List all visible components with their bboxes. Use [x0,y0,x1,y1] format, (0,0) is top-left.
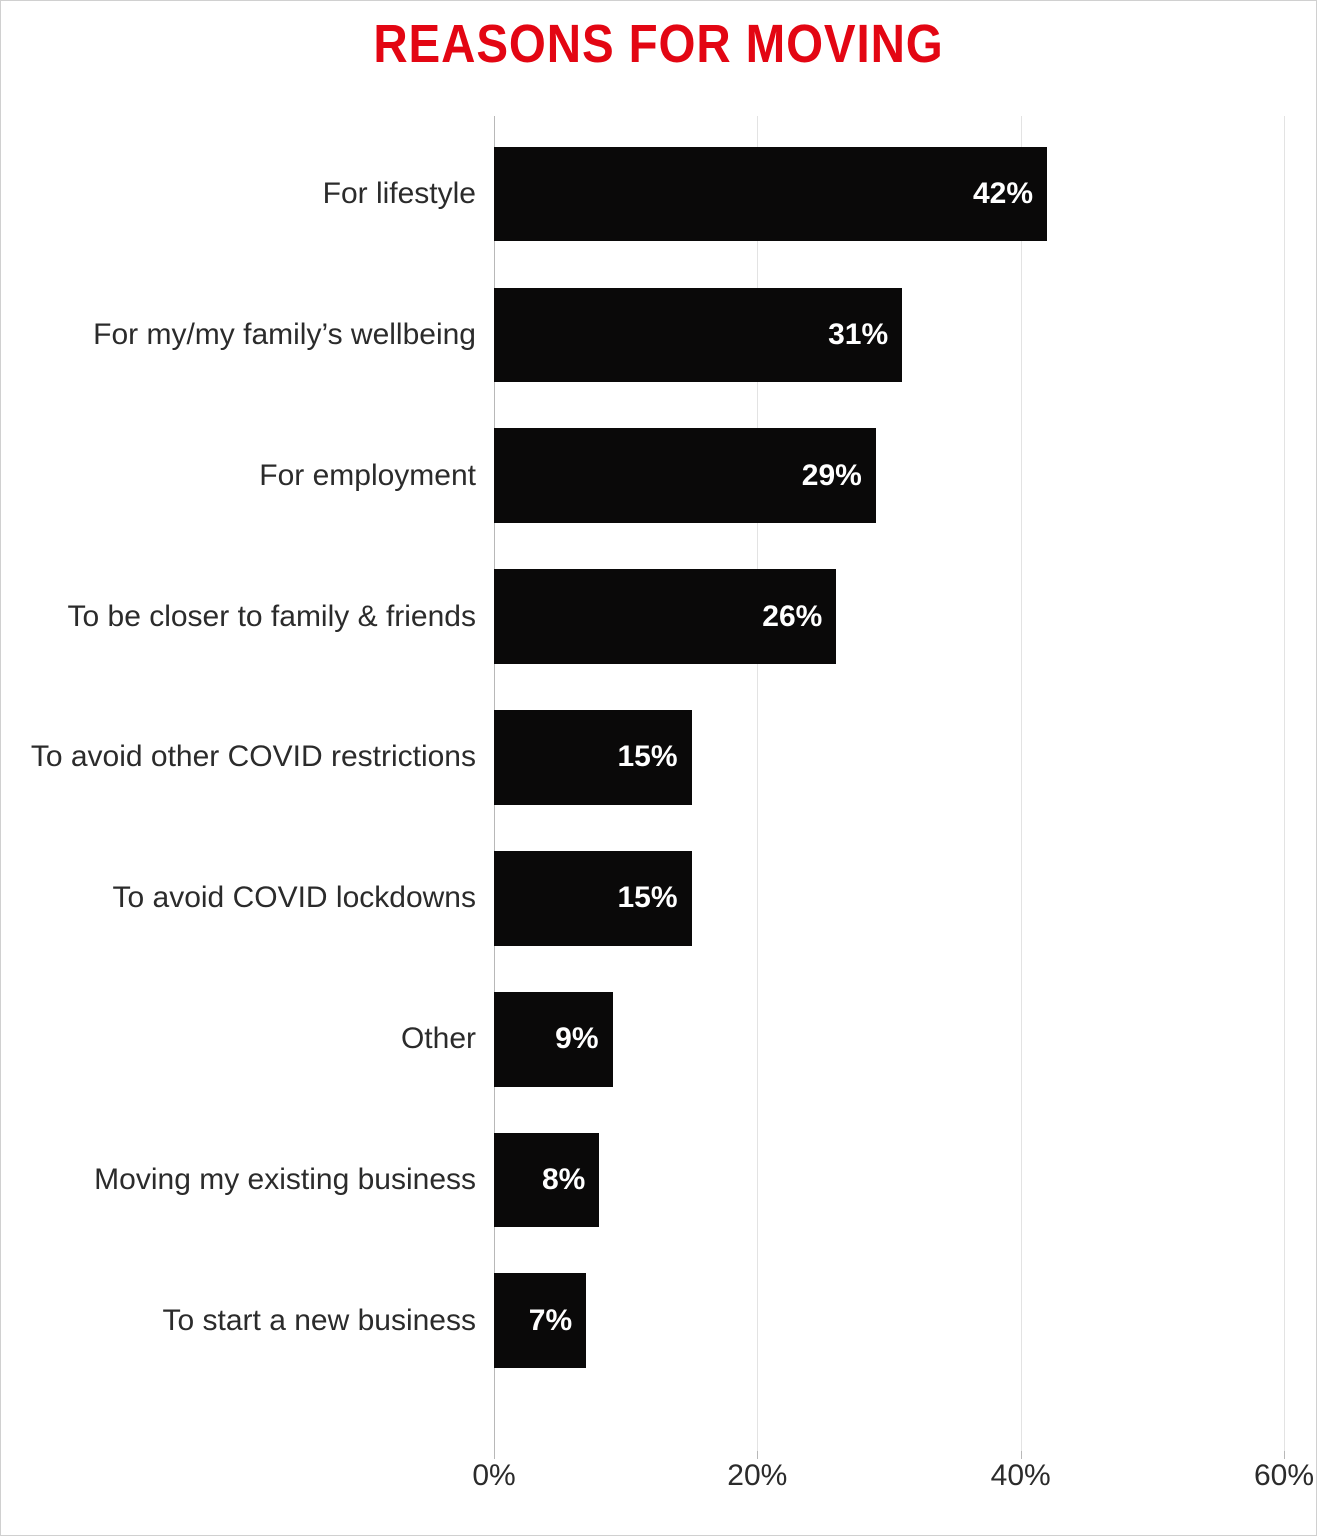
bar: 9% [494,992,613,1087]
category-label: For my/my family’s wellbeing [93,318,494,352]
category-label: To start a new business [163,1304,495,1338]
x-tick-label: 0% [472,1451,515,1493]
chart-container: REASONS FOR MOVING 0%20%40%60%For lifest… [0,0,1317,1536]
bar: 29% [494,428,876,523]
bar-row: Other9% [494,992,1284,1087]
bar-row: Moving my existing business8% [494,1133,1284,1228]
category-label: To avoid other COVID restrictions [31,740,494,774]
bar-value-label: 31% [828,318,902,352]
bar-value-label: 8% [542,1163,599,1197]
bar: 15% [494,851,692,946]
bar: 31% [494,288,902,383]
bar: 8% [494,1133,599,1228]
bar-value-label: 9% [555,1022,612,1056]
bar-row: For employment29% [494,428,1284,523]
bar-value-label: 26% [762,600,836,634]
category-label: Other [401,1022,494,1056]
bar: 7% [494,1273,586,1368]
bar-value-label: 15% [617,740,691,774]
bar: 26% [494,569,836,664]
chart-title: REASONS FOR MOVING [80,1,1237,75]
category-label: Moving my existing business [94,1163,494,1197]
x-tick-label: 40% [991,1451,1051,1493]
category-label: For lifestyle [323,177,494,211]
bar: 42% [494,147,1047,242]
bar-row: For lifestyle42% [494,147,1284,242]
bar-row: To avoid COVID lockdowns15% [494,851,1284,946]
bar-value-label: 15% [617,881,691,915]
bar-value-label: 42% [973,177,1047,211]
bar-value-label: 7% [529,1304,586,1338]
bar-row: To avoid other COVID restrictions15% [494,710,1284,805]
bar-row: To be closer to family & friends26% [494,569,1284,664]
category-label: To avoid COVID lockdowns [113,881,495,915]
plot-area: 0%20%40%60%For lifestyle42%For my/my fam… [494,116,1284,1451]
x-tick-label: 60% [1254,1451,1314,1493]
bar: 15% [494,710,692,805]
bar-value-label: 29% [802,459,876,493]
gridline [1284,116,1285,1451]
bar-row: For my/my family’s wellbeing31% [494,288,1284,383]
bar-row: To start a new business7% [494,1273,1284,1368]
x-tick-label: 20% [727,1451,787,1493]
category-label: For employment [259,459,494,493]
category-label: To be closer to family & friends [67,600,494,634]
